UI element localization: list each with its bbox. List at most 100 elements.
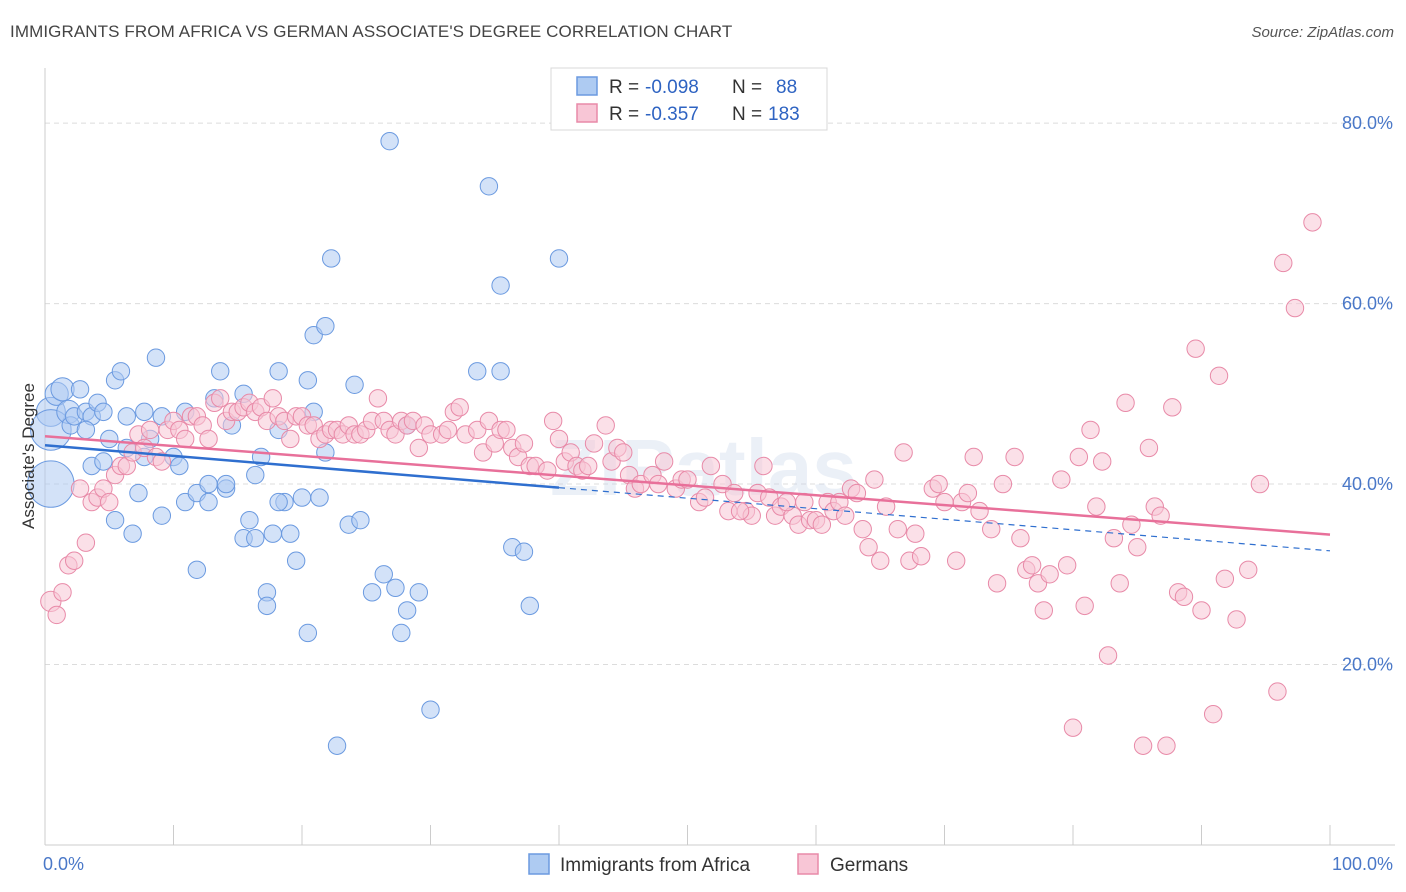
chart-source: Source: ZipAtlas.com [1251,24,1394,41]
germans-point [1174,587,1194,607]
africa-point [76,420,96,440]
germans-point [1075,596,1094,616]
germans-point [964,447,983,467]
africa-point [129,483,148,503]
africa-point [322,249,341,268]
bottom-legend-swatch-germans [797,853,819,875]
germans-point [1192,601,1211,620]
germans-point [1186,339,1205,358]
stats-legend: R = -0.098 N = 88 R = -0.357 N = 183 [550,67,828,131]
africa-point [105,510,125,530]
africa-point [263,524,282,543]
germans-point [777,492,796,512]
africa-point [269,362,288,381]
germans-point [871,551,890,570]
africa-point [316,316,335,336]
germans-point [725,483,744,503]
africa-point [117,407,136,426]
y-tick-label-0: 20.0% [1342,655,1393,675]
germans-point [140,420,160,440]
germans-point [958,483,978,503]
africa-point [111,362,131,381]
germans-point [730,501,750,521]
germans-point [199,429,218,449]
x-tick-labels: 0.0% 100.0% [43,854,1393,874]
germans-point [906,524,925,543]
africa-point [362,583,382,602]
germans-point [929,474,948,494]
germans-point [1110,574,1129,593]
germans-point [836,506,855,525]
germans-trend-line [44,434,1331,536]
africa-point [123,524,142,543]
legend-n-value-africa: 88 [776,77,797,98]
germans-point [1239,560,1258,579]
germans-point [1063,718,1083,737]
africa-point [240,510,259,530]
legend-swatch-africa [576,76,598,96]
germans-point [497,420,516,440]
africa-point [409,583,429,602]
germans-point [935,492,954,512]
germans-point [584,434,604,453]
germans-point [1116,393,1135,413]
germans-point [894,443,913,462]
africa-point [170,456,189,476]
y-tick-labels: 20.0% 40.0% 60.0% 80.0% [1342,113,1393,674]
germans-point [1011,529,1030,548]
germans-point [538,461,557,480]
x-tick-label-1: 100.0% [1332,854,1393,874]
germans-point [876,497,896,516]
germans-point [1303,213,1322,232]
germans-point [409,438,429,458]
germans-point [1151,506,1170,525]
africa-point [216,474,236,494]
africa-point [514,542,534,561]
germans-point [579,456,598,476]
legend-swatch-germans [576,103,598,123]
africa-point [246,465,265,485]
germans-point [865,470,884,489]
y-tick-label-1: 40.0% [1342,474,1393,494]
germans-point [1081,420,1100,440]
germans-point [47,605,66,625]
germans-point [701,456,721,476]
legend-n-label-africa: N = [732,77,762,98]
africa-point [292,488,312,507]
africa-point [380,131,399,151]
germans-point [1093,452,1112,471]
germans-point [1268,682,1287,701]
africa-point [50,377,75,402]
africa-point [351,510,370,530]
germans-point [946,551,966,570]
africa-point [374,565,393,584]
africa-point [211,362,230,381]
africa-trend-extension [558,487,1331,552]
germans-point [654,452,674,471]
germans-point [1022,556,1042,575]
africa-point [146,348,166,367]
x-tick-label-0: 0.0% [43,854,84,874]
germans-point [1034,601,1053,620]
germans-point [368,389,388,408]
germans-point [1057,556,1077,575]
germans-point [70,479,90,498]
germans-point [211,389,230,408]
legend-n-label-germans: N = [732,104,762,125]
africa-point [246,529,265,548]
bottom-legend-label-germans: Germans [830,855,908,876]
africa-point [135,402,154,422]
africa-point [286,551,306,570]
germans-point [853,519,872,539]
legend-r-label-africa: R = [609,77,639,98]
africa-point [281,524,300,543]
germans-point [1133,736,1153,755]
germans-point [1203,704,1223,724]
germans-point [1250,474,1270,494]
africa-point [70,380,90,399]
bottom-legend-label-africa: Immigrants from Africa [560,855,750,876]
germans-point [1128,538,1147,557]
legend-r-value-africa: -0.098 [645,77,699,98]
africa-point [392,623,411,643]
